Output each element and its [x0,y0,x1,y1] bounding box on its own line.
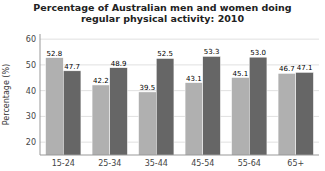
data-label: 52.8 [47,50,63,58]
title: Percentage of Australian men and women d… [33,2,291,24]
grid-line [40,39,319,40]
bar [232,78,250,155]
data-labels: 52.8 42.2 39.5 43.1 45.1 46.7 47.7 48.9 52.5 53.3… [47,48,313,92]
y-tick-label: 30 [26,112,36,121]
data-label: 48.9 [111,60,127,68]
x-tick-label: 55-64 [238,159,261,168]
data-label: 47.1 [297,64,313,72]
bar [156,58,174,155]
x-tick-label: 65+ [287,159,304,168]
y-axis-line [40,34,41,155]
y-tick-label: 20 [26,138,36,147]
data-label: 42.2 [93,77,109,85]
data-label: 52.5 [157,50,173,58]
y-tick-label: 60 [26,35,36,44]
grid-line [40,116,319,117]
bar [296,72,314,155]
data-label: 46.7 [279,65,295,73]
grid-line [40,90,319,91]
data-label: 47.7 [64,63,80,71]
data-label: 53.0 [250,49,266,57]
y-tick-label: 50 [26,61,36,70]
x-tick-label: 35-44 [145,159,168,168]
bar [110,68,128,155]
bar [185,83,203,155]
bars [46,56,314,155]
y-axis-label: Percentage (%) [2,64,11,125]
data-label: 45.1 [233,70,249,78]
bar [139,92,157,155]
bar [92,85,110,155]
bar [46,58,64,155]
bar [63,71,81,155]
bar [203,56,221,155]
x-tick-label: 15-24 [52,159,75,168]
x-axis-line [40,155,319,156]
grid-line [40,64,319,65]
bar [278,73,296,155]
data-label: 53.3 [204,48,220,56]
x-tick-label: 45-54 [191,159,214,168]
y-tick-label: 40 [26,87,36,96]
bar [249,57,267,155]
grid [40,39,319,142]
x-tick-label: 25-34 [98,159,121,168]
data-label: 43.1 [186,75,202,83]
data-label: 39.5 [140,84,156,92]
chart: Percentage of Australian men and women d… [0,0,325,171]
grid-line [40,142,319,143]
